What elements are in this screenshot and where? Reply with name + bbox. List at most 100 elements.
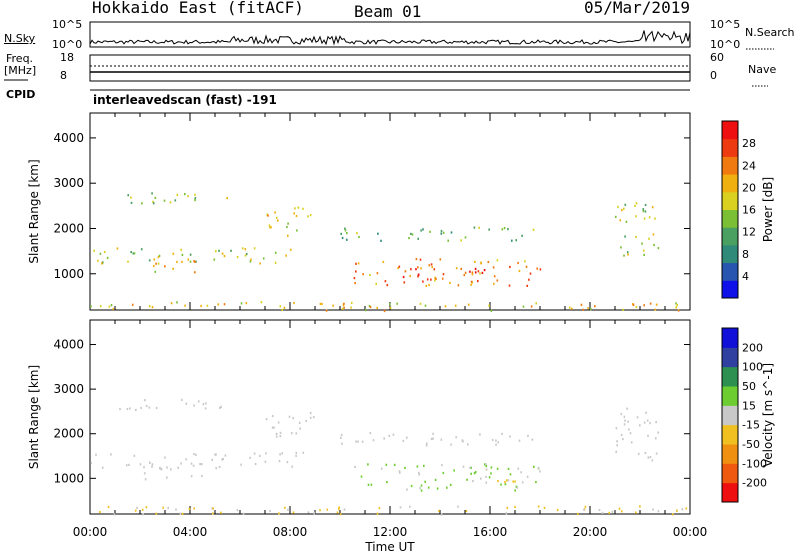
power-cell [471, 273, 474, 276]
velocity-cell [479, 433, 481, 436]
velocity-cell [190, 462, 193, 465]
velocity-cell [166, 476, 168, 479]
freq-tick-bottom: 8 [60, 69, 67, 82]
power-colorbar-frame [721, 120, 739, 299]
velocity-cell [398, 470, 401, 473]
power-cell [454, 304, 457, 307]
power-cell [655, 303, 658, 306]
velocity-cell [143, 472, 146, 475]
power-cell [250, 258, 252, 261]
power-cell [240, 302, 243, 305]
xtick-label: 04:00 [173, 525, 208, 539]
power-cell [307, 215, 309, 218]
velocity-cell [145, 404, 148, 408]
velocity-cell [279, 435, 282, 438]
power-cell [383, 309, 386, 313]
power-cell [180, 248, 182, 251]
velocity-cell [681, 508, 684, 511]
power-cell [99, 252, 102, 255]
velocity-cell [218, 465, 221, 469]
power-colorbar-swatch [722, 191, 738, 210]
power-colorbar-tick: 4 [742, 270, 749, 283]
power-cell [648, 237, 650, 240]
velocity-cell [598, 508, 601, 512]
power-cell [467, 303, 470, 306]
power-cell [193, 260, 195, 263]
velocity-cell [369, 432, 372, 435]
power-cell [152, 200, 154, 203]
power-cell [450, 231, 453, 234]
velocity-cell [515, 485, 518, 488]
velocity-cell [129, 407, 131, 410]
power-cell [184, 304, 186, 307]
power-cell [340, 232, 342, 235]
velocity-cell [639, 505, 641, 508]
velocity-cell [406, 436, 408, 439]
velocity-cell [620, 510, 623, 513]
power-cell [477, 270, 480, 273]
velocity-cell [507, 479, 510, 482]
power-cell [478, 226, 480, 229]
power-cell [620, 246, 622, 249]
velocity-cell [636, 416, 639, 419]
power-cell [511, 239, 513, 242]
power-cell [522, 305, 525, 308]
power-cell [518, 269, 521, 273]
power-colorbar-tick: 12 [742, 226, 756, 239]
velocity-cell [649, 456, 652, 459]
velocity-cell [657, 510, 660, 513]
power-cell [206, 304, 209, 307]
power-cell [241, 247, 244, 250]
velocity-cell [409, 505, 411, 508]
power-cell [386, 284, 389, 287]
power-cell [615, 215, 617, 218]
power-cell [464, 271, 467, 274]
power-cell [480, 261, 482, 264]
velocity-cell [533, 465, 535, 468]
power-cell [194, 271, 196, 274]
power-cell [262, 257, 265, 260]
velocity-cell [222, 457, 224, 461]
velocity-colorbar-swatch [722, 463, 738, 484]
power-cell [521, 234, 523, 237]
power-cell [634, 204, 636, 207]
velocity-cell [392, 433, 395, 436]
velocity-cell [420, 489, 423, 492]
date-title: 05/Mar/2019 [584, 0, 690, 17]
power-cell [281, 308, 283, 312]
velocity-cell [119, 408, 121, 411]
power-cell [474, 260, 476, 263]
power-cell [164, 265, 166, 268]
velocity-cell [295, 432, 298, 435]
power-cell [403, 281, 406, 284]
velocity-cell [313, 416, 315, 419]
velocity-cell [385, 463, 388, 466]
velocity-cell [204, 407, 207, 410]
power-colorbar-swatch [722, 262, 738, 281]
power-cell [130, 251, 132, 254]
power-cell [643, 304, 645, 307]
power-ytick-label: 3000 [53, 176, 84, 190]
velocity-cell [284, 506, 286, 509]
velocity-cell [200, 463, 203, 466]
velocity-cell [295, 454, 297, 457]
power-cell [649, 302, 652, 305]
velocity-cell [273, 426, 275, 429]
velocity-cell [495, 439, 497, 442]
velocity-cell [556, 508, 559, 512]
power-cell [245, 302, 248, 305]
power-cell [444, 305, 447, 308]
power-cell [417, 273, 420, 276]
power-cell [493, 275, 496, 278]
velocity-cell [485, 463, 487, 466]
power-cell [350, 306, 352, 309]
xlabel: Time UT [364, 540, 415, 554]
velocity-cell [491, 439, 494, 442]
velocity-cell [205, 402, 207, 405]
power-cell [657, 247, 660, 250]
power-cell [223, 303, 226, 306]
velocity-cell [134, 509, 137, 512]
velocity-cell [125, 464, 128, 467]
power-cell [389, 303, 391, 306]
power-cell [420, 267, 422, 270]
